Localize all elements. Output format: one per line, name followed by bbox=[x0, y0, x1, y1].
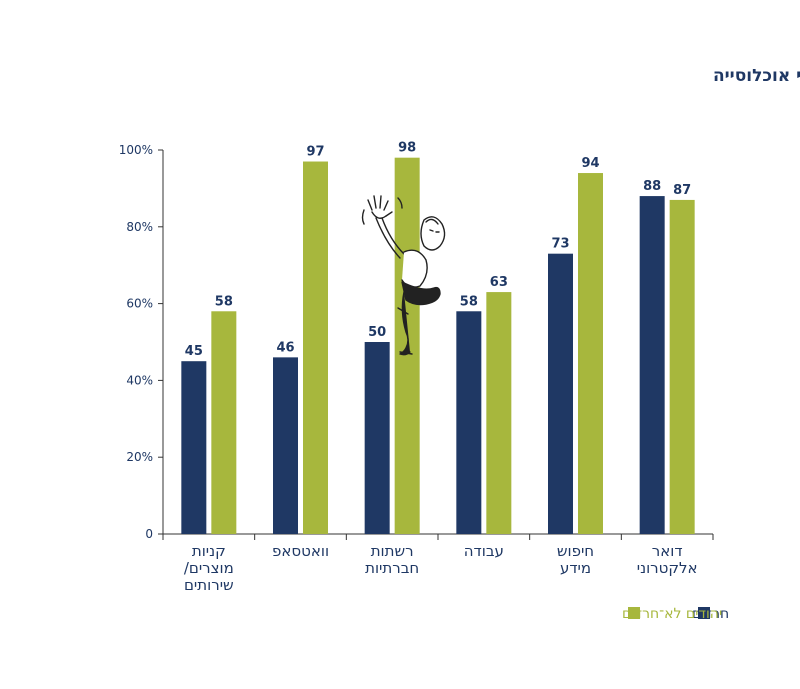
y-tick-label: 100% bbox=[119, 143, 153, 157]
x-category-label: קניות bbox=[192, 542, 226, 560]
y-tick-label: 40% bbox=[126, 373, 153, 387]
bars bbox=[181, 157, 695, 535]
x-category-label: חיפוש bbox=[557, 542, 594, 560]
x-category-label: רשתות bbox=[371, 542, 414, 560]
legend: חרדים יהודים לא־חרדים bbox=[622, 606, 729, 622]
bar-value-label: 73 bbox=[551, 237, 569, 252]
legend-label-haredim: חרדים bbox=[692, 606, 729, 622]
bar-non-haredi-jews bbox=[303, 161, 328, 534]
x-category-label: עבודה bbox=[464, 542, 504, 560]
bar-non-haredi-jews bbox=[578, 173, 603, 535]
bar-non-haredi-jews bbox=[211, 311, 237, 534]
bar-value-label: 63 bbox=[490, 275, 508, 290]
bar-value-label: 87 bbox=[673, 183, 691, 198]
climbing-figure-illustration bbox=[361, 195, 446, 356]
bar-value-label: 94 bbox=[581, 156, 599, 171]
x-category-label: אלקטרוני bbox=[637, 559, 698, 577]
x-category-label: וואטסאפ bbox=[272, 542, 329, 560]
y-tick-label: 60% bbox=[126, 297, 153, 311]
bar-value-label: 58 bbox=[215, 294, 233, 309]
legend-label-non-haredi-jews: יהודים לא־חרדים bbox=[622, 606, 722, 622]
bar-haredim bbox=[273, 357, 298, 534]
bar-value-label: 98 bbox=[398, 141, 416, 156]
x-category-label: מוצרים/ bbox=[184, 559, 234, 577]
legend-swatch-haredim bbox=[698, 607, 710, 619]
x-category-label: מידע bbox=[560, 559, 591, 577]
value-labels: 45 58 46 97 50 98 58 63 73 94 88 87 bbox=[185, 141, 691, 360]
bar-haredim bbox=[456, 311, 482, 534]
bar-value-label: 97 bbox=[306, 145, 324, 160]
bar-haredim bbox=[181, 361, 207, 534]
axes: 0 20% 40% 60% 80% 100% bbox=[119, 143, 714, 541]
bar-value-label: 50 bbox=[368, 325, 386, 340]
bar-non-haredi-jews bbox=[486, 292, 512, 534]
y-tick-label: 80% bbox=[126, 220, 153, 234]
bar-value-label: 58 bbox=[460, 294, 478, 309]
y-tick-label: 0 bbox=[145, 527, 153, 541]
x-category-label: חברתיות bbox=[365, 559, 419, 577]
bar-value-label: 88 bbox=[643, 179, 661, 194]
bar-haredim bbox=[639, 196, 665, 534]
legend-swatch-non-haredi-jews bbox=[628, 607, 640, 619]
x-category-label: דואר bbox=[652, 542, 683, 560]
y-tick-label: 20% bbox=[126, 450, 153, 464]
bar-value-label: 45 bbox=[185, 344, 203, 359]
bar-haredim bbox=[548, 253, 573, 534]
bar-value-label: 46 bbox=[276, 340, 294, 355]
bar-haredim bbox=[364, 342, 390, 534]
chart-title: סוגי השימוש העיקריים באינטרנט, לפי אוכלו… bbox=[713, 66, 800, 86]
x-category-label: שירותים bbox=[184, 576, 234, 594]
bar-non-haredi-jews bbox=[669, 199, 695, 535]
